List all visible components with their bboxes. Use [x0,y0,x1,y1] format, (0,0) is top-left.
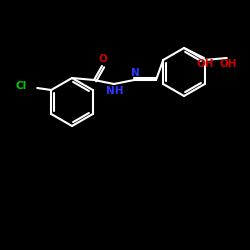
Text: O: O [98,54,108,64]
Text: Cl: Cl [16,81,27,91]
Text: N: N [130,68,140,78]
Text: OH: OH [196,59,214,69]
Text: NH: NH [106,86,124,96]
Text: OH: OH [219,59,236,69]
